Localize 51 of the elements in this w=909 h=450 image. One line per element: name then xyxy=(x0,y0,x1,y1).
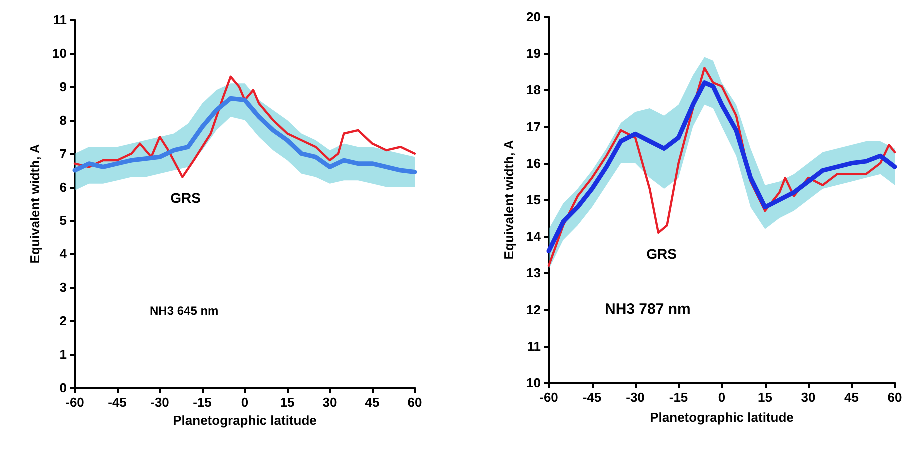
y-axis-title: Equivalent width, A xyxy=(502,140,517,260)
line-series xyxy=(74,76,416,178)
y-tick-label: 1 xyxy=(60,347,67,362)
annotation: GRS xyxy=(170,190,202,206)
y-tick-label: 11 xyxy=(527,338,541,354)
x-tick-label: 60 xyxy=(408,395,422,410)
x-tick-label: 0 xyxy=(718,390,726,405)
x-tick-label: -30 xyxy=(150,395,170,410)
x-tick-label: 45 xyxy=(365,395,380,410)
y-tick-label: 6 xyxy=(60,180,67,195)
x-tick-label: 15 xyxy=(280,395,295,410)
y-tick-label: 4 xyxy=(60,246,68,262)
x-axis-title: Planetographic latitude xyxy=(650,410,794,425)
y-tick-label: 18 xyxy=(526,82,541,98)
y-tick-label: 14 xyxy=(526,229,542,244)
x-tick-label: -15 xyxy=(669,390,688,405)
y-tick-label: 17 xyxy=(526,119,541,134)
y-tick-label: 16 xyxy=(526,156,541,171)
x-tick-label: 15 xyxy=(758,390,772,405)
x-tick-label: 45 xyxy=(844,390,859,405)
y-tick-label: 9 xyxy=(60,79,67,94)
y-tick-label: 8 xyxy=(60,112,67,128)
y-axis-title: Equivalent width, A xyxy=(28,144,43,264)
annotation: NH3 787 nm xyxy=(605,301,691,318)
x-tick-label: -30 xyxy=(626,390,645,405)
y-tick-label: 10 xyxy=(52,46,67,61)
annotation: GRS xyxy=(646,246,677,262)
y-tick-label: 11 xyxy=(53,12,67,28)
x-tick-label: 30 xyxy=(801,390,816,405)
y-tick-label: 15 xyxy=(526,192,541,208)
x-tick-label: -60 xyxy=(66,395,84,410)
x-axis-title: Planetographic latitude xyxy=(173,412,317,428)
y-tick-label: 13 xyxy=(526,266,541,281)
y-tick-label: 20 xyxy=(526,10,541,24)
y-tick-label: 10 xyxy=(526,376,541,390)
y-tick-label: 0 xyxy=(60,380,67,396)
x-tick-label: -45 xyxy=(582,390,602,405)
y-tick-label: 12 xyxy=(526,302,541,318)
x-tick-label: -45 xyxy=(108,395,127,410)
y-tick-label: 3 xyxy=(60,280,67,296)
y-tick-label: 5 xyxy=(60,213,67,228)
x-tick-label: 30 xyxy=(322,395,338,410)
annotation: NH3 645 nm xyxy=(150,304,219,318)
x-tick-label: -15 xyxy=(193,395,212,410)
y-tick-label: 2 xyxy=(60,314,67,329)
x-tick-label: 0 xyxy=(241,395,249,410)
y-tick-label: 7 xyxy=(60,146,67,162)
x-tick-label: -60 xyxy=(540,390,558,405)
line-series xyxy=(72,96,418,174)
x-tick-label: 60 xyxy=(888,390,902,405)
y-tick-label: 19 xyxy=(526,46,541,62)
